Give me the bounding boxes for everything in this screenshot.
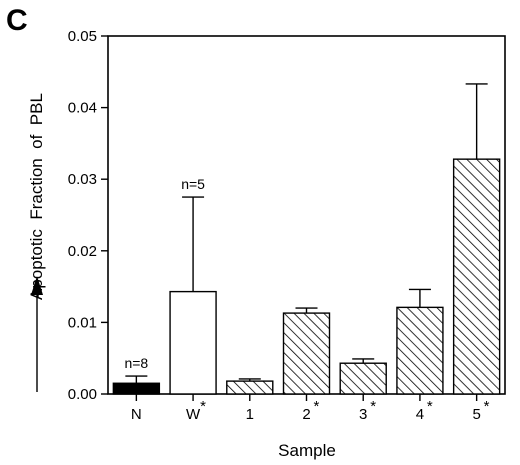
significance-marker: * [370, 398, 376, 415]
x-tick-label: W [186, 406, 201, 423]
y-axis-label: Apoptotic Fraction of PBL [27, 93, 46, 300]
x-tick-label: 2 [302, 406, 310, 423]
significance-marker: * [200, 398, 206, 415]
bars [112, 83, 501, 395]
y-tick-label: 0.05 [68, 28, 97, 45]
y-tick-label: 0.00 [68, 386, 97, 403]
x-tick-label: N [131, 406, 142, 423]
significance-marker: * [484, 398, 490, 415]
bar [396, 306, 444, 395]
bar [339, 362, 387, 395]
significance-marker: * [314, 398, 320, 415]
x-tick-label: 4 [416, 406, 424, 423]
axes: 0.00 0.01 0.02 0.03 0.04 0.05 [68, 28, 506, 403]
bar [452, 158, 501, 395]
x-axis-label: Sample [278, 441, 336, 460]
bar [112, 382, 161, 395]
y-axis-title: Apoptotic Fraction of PBL [27, 93, 46, 392]
sample-size-annotation: n=5 [181, 176, 205, 192]
y-tick-label: 0.02 [68, 243, 97, 260]
x-tick-label: 1 [246, 406, 254, 423]
y-tick-label: 0.01 [68, 314, 97, 331]
bar [282, 312, 331, 395]
x-tick-label: 3 [359, 406, 367, 423]
y-tick-label: 0.03 [68, 171, 97, 188]
bar [169, 290, 217, 395]
bar [226, 380, 274, 395]
panel-label: C [6, 4, 28, 37]
y-tick-label: 0.04 [68, 100, 97, 117]
x-tick-label: 5 [472, 406, 480, 423]
labels: N W * 1 2 * 3 * 4 * 5 *n=8n=5 [124, 176, 489, 423]
significance-marker: * [427, 398, 433, 415]
sample-size-annotation: n=8 [124, 355, 148, 371]
y-axis-arrow-head [31, 276, 43, 295]
